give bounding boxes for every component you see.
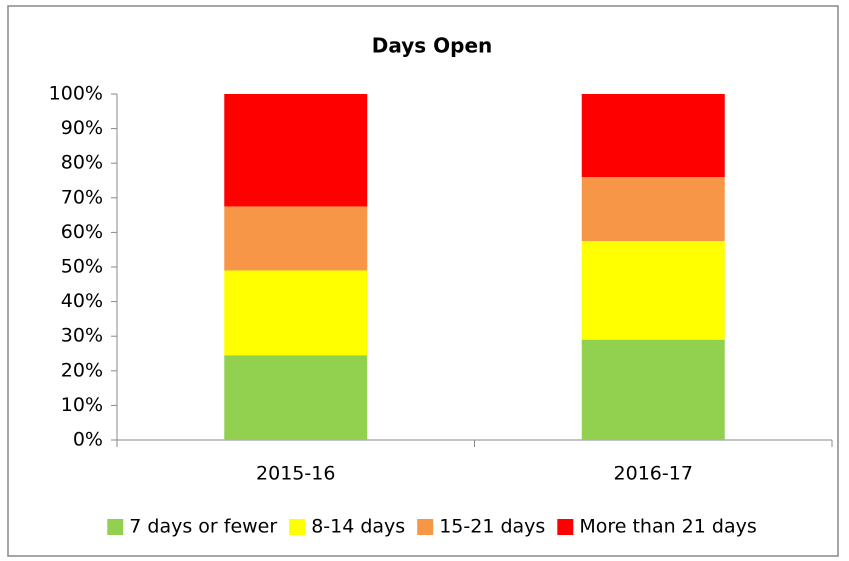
legend-label: 8-14 days — [311, 516, 405, 538]
legend-swatch — [417, 519, 434, 535]
y-tick-label: 0% — [73, 429, 103, 451]
legend-label: More than 21 days — [579, 516, 756, 538]
bar-segment — [224, 206, 368, 271]
bar-segment — [224, 94, 368, 207]
y-tick-label: 60% — [61, 221, 103, 243]
y-tick-label: 90% — [61, 117, 103, 139]
legend-label: 7 days or fewer — [129, 516, 277, 538]
legend-swatch — [107, 519, 124, 535]
x-tick-label: 2015-16 — [256, 463, 335, 485]
y-tick-label: 40% — [61, 290, 103, 312]
y-tick-label: 50% — [61, 256, 103, 278]
chart-title: Days Open — [372, 34, 493, 58]
bar-segment — [581, 177, 725, 242]
y-tick-label: 30% — [61, 325, 103, 347]
legend-swatch — [289, 519, 306, 535]
y-tick-label: 10% — [61, 394, 103, 416]
y-tick-label: 80% — [61, 152, 103, 174]
y-tick-label: 20% — [61, 359, 103, 381]
y-tick-label: 70% — [61, 186, 103, 208]
legend-label: 15-21 days — [439, 516, 545, 538]
x-tick-label: 2016-17 — [614, 463, 693, 485]
bar-segment — [581, 94, 725, 178]
y-tick-label: 100% — [49, 83, 103, 105]
bar-segment — [581, 339, 725, 440]
bar-segment — [224, 270, 368, 356]
bar-segment — [224, 355, 368, 440]
bar-segment — [581, 241, 725, 340]
legend-swatch — [557, 519, 574, 535]
